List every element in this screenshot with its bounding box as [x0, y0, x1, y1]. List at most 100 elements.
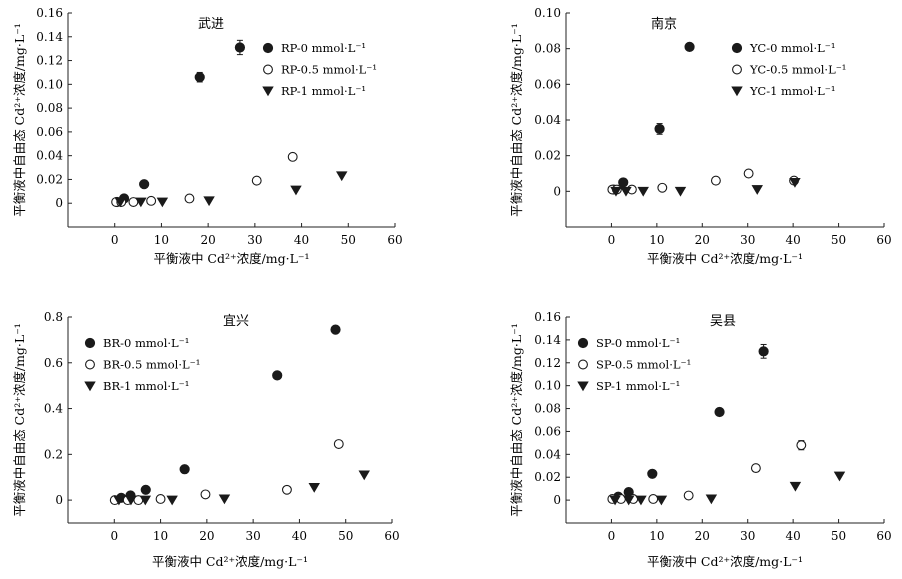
y-tick-label: 0.10: [534, 6, 561, 20]
data-point: [647, 468, 658, 479]
x-axis-label: 平衡液中 Cd²⁺浓度/mg·L⁻¹: [152, 554, 308, 569]
x-tick-label: 30: [246, 529, 261, 543]
y-tick-label: 0.06: [36, 125, 63, 139]
data-point: [234, 42, 246, 53]
data-point: [618, 177, 629, 188]
legend-label: BR-0 mmol·L⁻¹: [103, 336, 189, 350]
data-point: [620, 186, 632, 197]
chart-title: 武进: [198, 17, 224, 32]
series-3: [113, 470, 370, 506]
y-tick-label: 0.8: [44, 310, 63, 324]
data-point: [637, 186, 649, 197]
data-point: [146, 195, 157, 206]
x-tick-label: 60: [876, 529, 891, 543]
legend-label: BR-0.5 mmol·L⁻¹: [103, 358, 200, 372]
x-tick-label: 40: [294, 233, 309, 247]
data-point: [287, 151, 298, 162]
y-axis-label: 平衡液中自由态 Cd²⁺浓度/mg·L⁻¹: [509, 323, 524, 517]
x-tick-label: 20: [695, 529, 710, 543]
data-point: [139, 179, 150, 190]
x-tick-label: 50: [338, 529, 353, 543]
x-tick-label: 40: [786, 529, 801, 543]
x-axis-label: 平衡液中 Cd²⁺浓度/mg·L⁻¹: [647, 251, 803, 266]
y-tick-label: 0.12: [534, 356, 561, 370]
data-point: [290, 185, 302, 196]
x-tick-label: 0: [608, 233, 616, 247]
data-point: [657, 182, 668, 193]
legend-marker: [578, 359, 588, 370]
legend-label: SP-0.5 mmol·L⁻¹: [596, 358, 691, 372]
series-2: [607, 440, 807, 504]
legend: SP-0 mmol·L⁻¹ SP-0.5 mmol·L⁻¹ SP-1 mmol·L⁻…: [577, 336, 691, 393]
x-tick-label: 0: [111, 233, 119, 247]
x-axis-label: 平衡液中 Cd²⁺浓度/mg·L⁻¹: [153, 251, 309, 266]
legend-label: RP-0 mmol·L⁻¹: [281, 41, 366, 55]
series-3: [609, 471, 846, 506]
y-tick-label: 0: [553, 184, 561, 198]
y-tick-label: 0: [553, 493, 561, 507]
x-tick-label: 60: [876, 233, 891, 247]
series-2: [607, 168, 800, 195]
legend-marker: [84, 381, 96, 392]
data-point: [281, 484, 292, 495]
data-point: [751, 185, 763, 195]
y-tick-label: 0.10: [36, 77, 63, 91]
data-point: [743, 168, 754, 179]
chart-title: 南京: [651, 16, 677, 32]
y-tick-label: 0.06: [534, 424, 561, 438]
legend-marker: [262, 86, 274, 97]
data-point: [135, 197, 147, 208]
data-point: [113, 495, 125, 506]
y-tick-label: 0.16: [534, 310, 561, 324]
data-point: [251, 175, 262, 186]
data-point: [758, 346, 769, 357]
legend-marker: [84, 337, 96, 349]
data-point: [684, 41, 695, 52]
chart-panel-4: 0 10 20 30 40 50 60 0 0.02 0.04 0.06 0.08 0.10 0.12 0.…: [509, 310, 892, 569]
y-tick-label: 0.04: [534, 113, 561, 127]
y-tick-label: 0.14: [36, 30, 63, 44]
x-tick-label: 30: [740, 233, 755, 247]
y-axis-label: 平衡液中自由态 Cd²⁺浓度/mg·L⁻¹: [509, 23, 524, 217]
data-point: [200, 489, 211, 500]
x-tick-label: 0: [110, 529, 118, 543]
data-point: [705, 494, 718, 505]
chart-panel-2: 0 10 20 30 40 50 6000.020.040.060.080.10南京平衡液中…: [509, 6, 892, 266]
data-point: [609, 495, 621, 506]
y-tick-label: 0.16: [36, 6, 63, 20]
x-tick-label: 20: [199, 529, 214, 543]
legend: RP-0 mmol·L⁻¹ RP-0.5 mmol·L⁻¹ RP-1 mmol·L⁻…: [262, 41, 377, 98]
legend-marker: [263, 64, 273, 75]
x-tick-label: 30: [247, 233, 262, 247]
legend-marker: [731, 42, 743, 54]
x-tick-label: 10: [649, 233, 664, 247]
y-tick-label: 0.04: [534, 447, 561, 461]
x-tick-label: 10: [153, 529, 168, 543]
legend-marker: [577, 381, 589, 392]
y-tick-label: 0.2: [44, 447, 63, 461]
y-tick-label: 0.10: [534, 379, 561, 393]
data-point: [155, 494, 166, 504]
y-tick-label: 0.06: [534, 77, 561, 91]
data-point: [336, 171, 348, 182]
data-point: [333, 439, 344, 449]
legend-label: SP-0 mmol·L⁻¹: [596, 336, 680, 350]
data-point: [194, 72, 205, 83]
data-point: [139, 495, 152, 506]
data-point: [610, 186, 622, 197]
y-axis-label: 平衡液中自由态 Cd²⁺浓度/mg·L⁻¹: [12, 23, 27, 217]
data-point: [272, 370, 283, 381]
series-2: [109, 439, 344, 506]
legend-label: YC-1 mmol·L⁻¹: [749, 84, 835, 98]
legend-marker: [262, 42, 274, 54]
y-tick-label: 0.04: [36, 149, 63, 163]
x-tick-label: 0: [608, 529, 616, 543]
legend-label: RP-0.5 mmol·L⁻¹: [281, 63, 377, 77]
data-point: [114, 197, 127, 208]
data-point: [308, 483, 320, 493]
legend: BR-0 mmol·L⁻¹ BR-0.5 mmol·L⁻¹ BR-1 mmol·L⁻…: [84, 336, 200, 393]
x-tick-label: 50: [831, 529, 846, 543]
y-tick-label: 0.4: [44, 402, 63, 416]
y-tick-label: 0.08: [36, 101, 63, 115]
data-point: [683, 490, 694, 501]
